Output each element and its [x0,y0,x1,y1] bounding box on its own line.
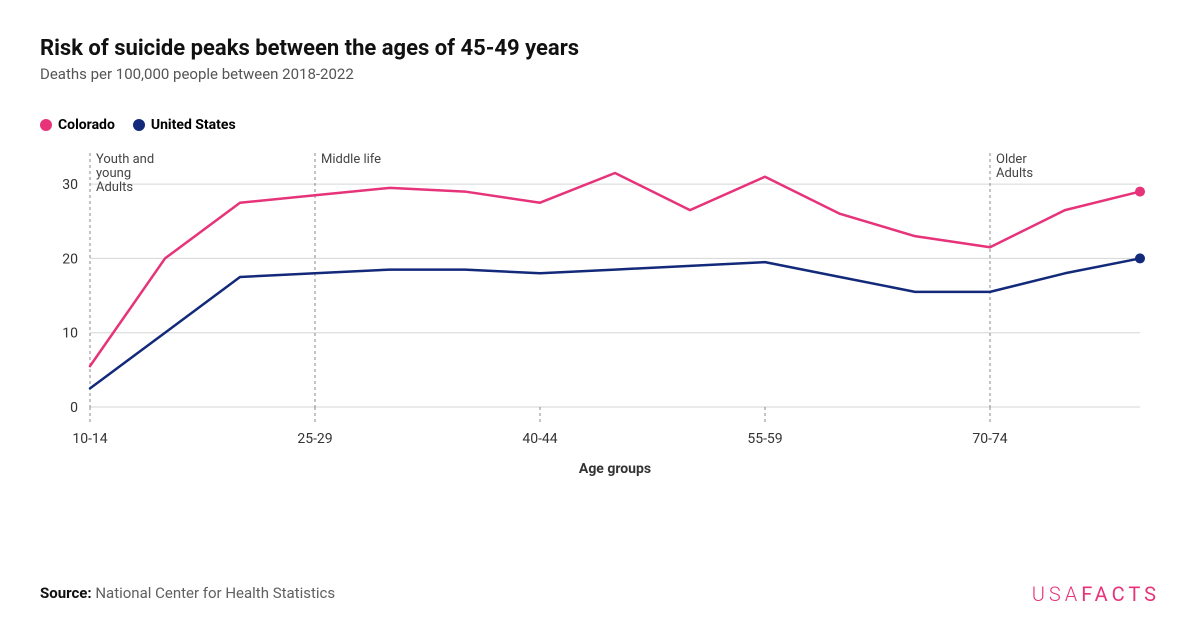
source-prefix: Source: [40,584,95,602]
legend-item-colorado: Colorado [40,117,115,133]
svg-text:Youth and: Youth and [96,152,154,167]
svg-text:Older: Older [996,152,1027,167]
legend: Colorado United States [40,117,1160,133]
svg-text:40-44: 40-44 [522,431,557,447]
brand-usa: USA [1032,582,1082,606]
source-text: National Center for Health Statistics [95,584,335,602]
svg-text:10: 10 [62,326,78,342]
svg-text:Age groups: Age groups [579,461,651,477]
legend-item-us: United States [133,117,236,133]
svg-text:55-59: 55-59 [747,431,782,447]
svg-text:10-14: 10-14 [72,431,107,447]
brand-facts: FACTS [1081,582,1160,606]
svg-text:30: 30 [62,177,78,193]
chart-area: 0102030Youth andyoungAdultsMiddle lifeOl… [40,147,1160,487]
chart-title: Risk of suicide peaks between the ages o… [40,36,1160,61]
legend-dot-colorado [40,119,52,131]
svg-text:Adults: Adults [996,166,1033,181]
legend-label: United States [151,117,236,133]
legend-label: Colorado [58,117,115,133]
svg-text:Adults: Adults [96,180,133,195]
svg-text:young: young [96,166,131,181]
svg-text:0: 0 [70,400,78,416]
brand-logo: USAFACTS [1032,582,1160,606]
svg-text:Middle life: Middle life [321,152,381,167]
chart-subtitle: Deaths per 100,000 people between 2018-2… [40,65,1160,83]
legend-dot-us [133,119,145,131]
chart-svg: 0102030Youth andyoungAdultsMiddle lifeOl… [40,147,1160,487]
svg-text:25-29: 25-29 [297,431,332,447]
svg-text:70-74: 70-74 [972,431,1007,447]
svg-text:20: 20 [62,251,78,267]
source-footer: Source: National Center for Health Stati… [40,584,335,602]
